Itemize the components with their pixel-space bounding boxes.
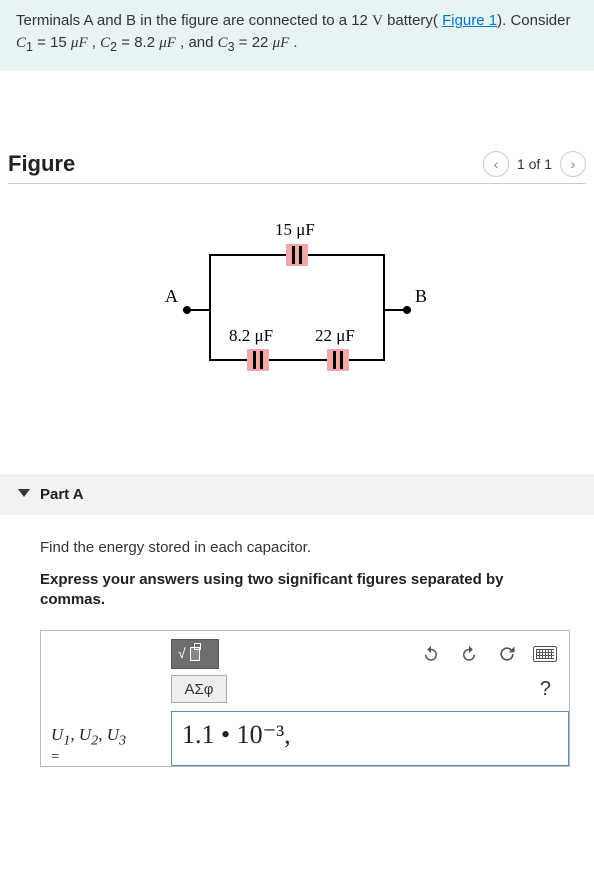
problem-text-3: ). Consider: [497, 12, 570, 29]
terminal-a-label: A: [165, 286, 178, 307]
capacitor-bottom-left: [247, 349, 269, 371]
c3-eq: = 22: [235, 34, 273, 51]
figure-title: Figure: [8, 151, 75, 177]
toolbar-row-2: ΑΣφ ?: [41, 673, 569, 711]
part-a-body: Find the energy stored in each capacitor…: [0, 515, 594, 768]
capacitor-br-label: 22 μF: [315, 326, 355, 346]
collapse-caret-icon: [18, 489, 30, 497]
redo-icon: [460, 645, 478, 663]
figure-link[interactable]: Figure 1: [442, 12, 497, 29]
pager-text: 1 of 1: [517, 156, 552, 172]
problem-statement: Terminals A and B in the figure are conn…: [0, 0, 594, 71]
c2-symbol: C: [100, 35, 110, 51]
answer-box: √: [40, 630, 570, 767]
c1-sub: 1: [26, 40, 33, 54]
c3-unit: μF: [273, 35, 290, 51]
circuit-diagram: A B 15 μF 8.2 μF 22 μF: [8, 184, 586, 434]
problem-end: .: [289, 34, 297, 51]
next-figure-button[interactable]: ›: [560, 151, 586, 177]
capacitor-top-label: 15 μF: [275, 220, 315, 240]
c2-eq: = 8.2: [117, 34, 159, 51]
undo-button[interactable]: [419, 643, 443, 665]
c1-symbol: C: [16, 35, 26, 51]
part-a-title: Part A: [40, 486, 84, 503]
greek-symbols-button[interactable]: ΑΣφ: [171, 675, 227, 703]
capacitor-bottom-right: [327, 349, 349, 371]
answer-variable-label: U1, U2, U3 =: [41, 711, 171, 766]
c1-eq: = 15: [33, 34, 71, 51]
question-text: Find the energy stored in each capacitor…: [40, 539, 570, 556]
figure-section: Figure ‹ 1 of 1 › A B 15 μF: [0, 131, 594, 444]
answer-row: U1, U2, U3 = 1.1 • 10⁻³,: [41, 711, 569, 766]
problem-text-1: Terminals A and B in the figure are conn…: [16, 12, 372, 29]
template-sup-icon: [194, 643, 201, 650]
reset-button[interactable]: [495, 643, 519, 665]
terminal-b-label: B: [415, 286, 427, 307]
undo-icon: [422, 645, 440, 663]
c2-unit: μF: [159, 35, 176, 51]
math-template-button[interactable]: √: [171, 639, 219, 669]
capacitor-top: [286, 244, 308, 266]
c3-symbol: C: [218, 35, 228, 51]
problem-text-2: battery(: [383, 12, 442, 29]
volt-symbol: V: [372, 13, 383, 29]
redo-button[interactable]: [457, 643, 481, 665]
part-a-section: Part A Find the energy stored in each ca…: [0, 474, 594, 768]
help-button[interactable]: ?: [540, 678, 557, 701]
c3-sub: 3: [228, 40, 235, 54]
sep2: , and: [176, 34, 218, 51]
figure-pager: ‹ 1 of 1 ›: [483, 151, 586, 177]
instruction-text: Express your answers using two significa…: [40, 570, 570, 611]
figure-header: Figure ‹ 1 of 1 ›: [8, 151, 586, 184]
keyboard-button[interactable]: [533, 643, 557, 665]
c1-unit: μF: [71, 35, 88, 51]
reset-icon: [497, 644, 517, 664]
toolbar-row-1: √: [41, 631, 569, 673]
answer-input[interactable]: 1.1 • 10⁻³,: [171, 711, 569, 766]
keyboard-icon: [533, 646, 557, 662]
template-root-icon: √: [178, 645, 186, 661]
capacitor-bl-label: 8.2 μF: [229, 326, 273, 346]
prev-figure-button[interactable]: ‹: [483, 151, 509, 177]
sep1: ,: [88, 34, 101, 51]
part-a-header[interactable]: Part A: [0, 474, 594, 515]
